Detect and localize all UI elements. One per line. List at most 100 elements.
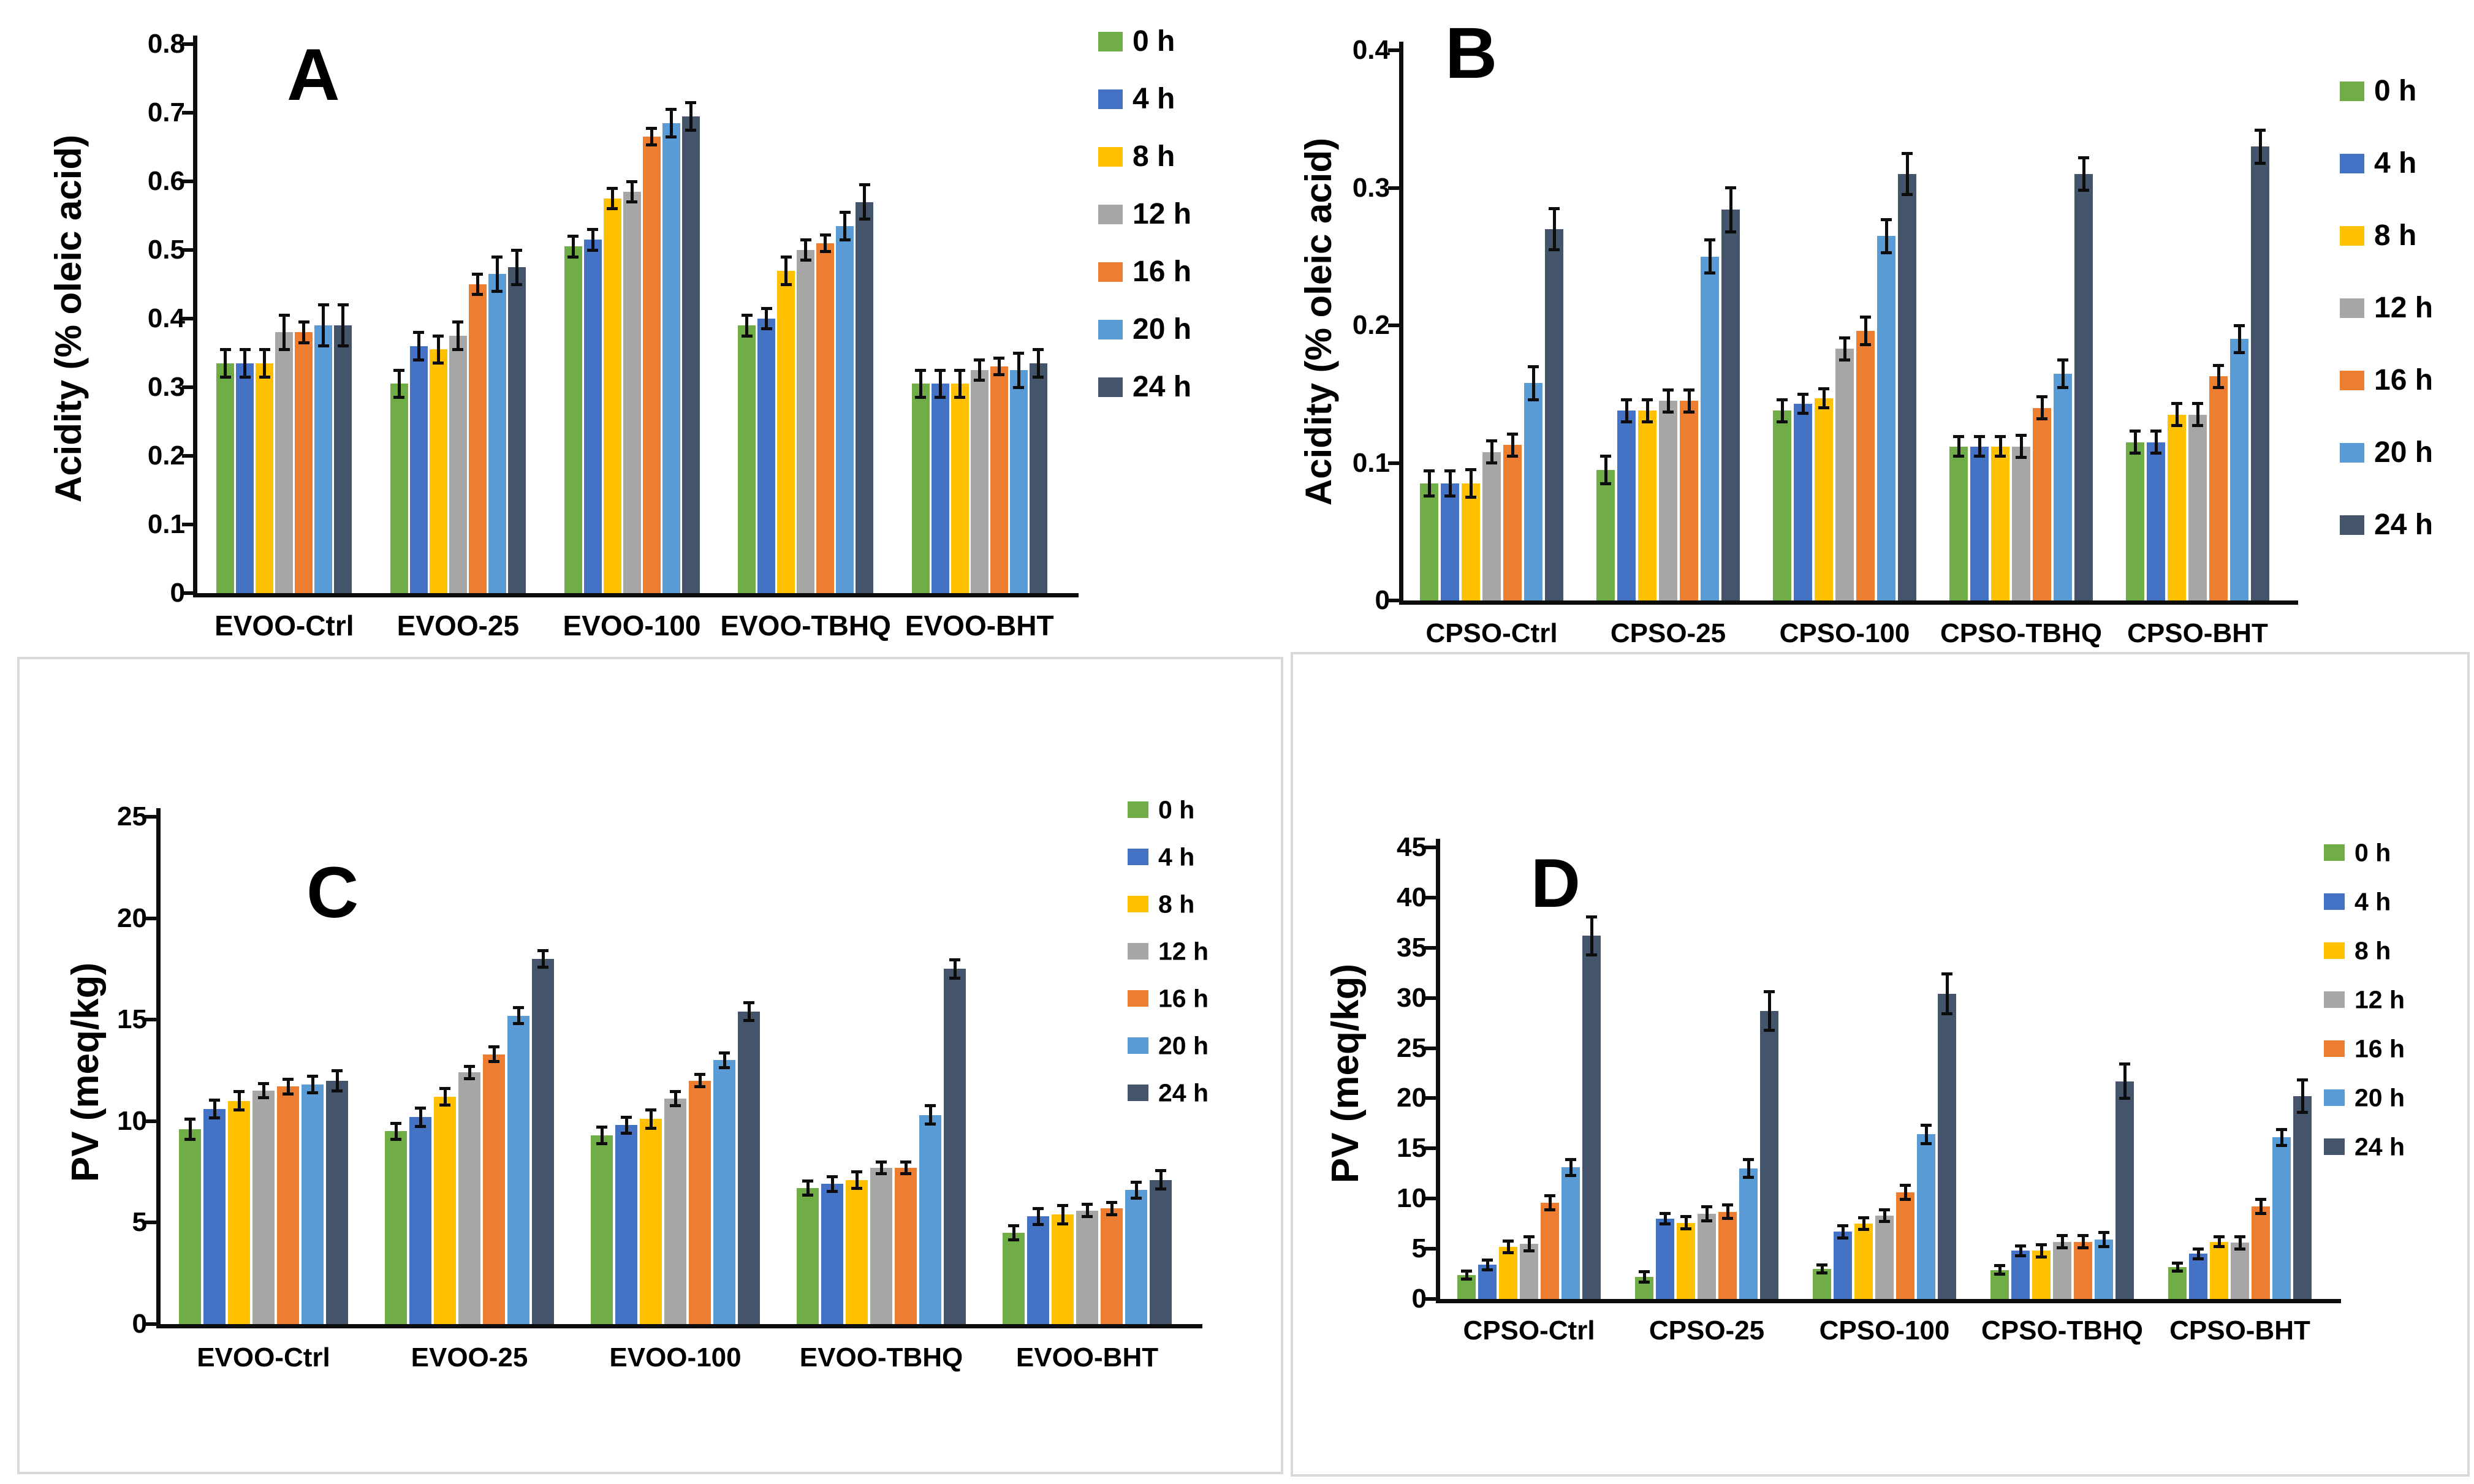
error-bar-line [1978,436,1981,456]
legend-swatch-20h [2324,1089,2345,1106]
y-tick-mark [182,42,193,46]
y-tick-mark [1425,1096,1436,1100]
y-tick-label: 20 [1397,1083,1427,1113]
bar-A-EVOO-BHT-8h [951,384,969,593]
legend-label-20h: 20 h [2354,1083,2405,1111]
bar-D-CPSO-Ctrl-24h [1582,936,1601,1299]
error-bar-cap-top [1680,1215,1691,1219]
bar-C-EVOO-25-24h [532,958,554,1324]
y-axis-title: PV (meq/kg) [64,962,107,1183]
bar-B-CPSO-25-4h [1617,411,1636,600]
legend-label-20h: 20 h [1158,1031,1209,1059]
error-bar-cap-top [1586,915,1597,918]
error-bar-cap-bottom [949,976,960,980]
legend-label-0h: 0 h [1158,795,1195,823]
y-tick-mark [1425,1146,1436,1151]
error-bar-cap-top [2255,128,2266,132]
x-category-label: EVOO-TBHQ [720,610,891,642]
legend-swatch-24h [1128,1085,1148,1101]
y-tick-mark [145,1221,156,1225]
error-bar-cap-top [1860,316,1871,319]
error-bar-cap-top [974,358,985,362]
error-bar-line [1905,153,1909,195]
y-axis-title: Acidity (% oleic acid) [48,134,89,503]
error-bar-cap-bottom [1523,1249,1535,1252]
error-bar-line [1998,1265,2002,1274]
error-bar-cap-bottom [719,1066,730,1069]
error-bar-cap-bottom [1725,230,1736,233]
error-bar-cap-bottom [1974,454,1985,458]
error-bar-line [1506,1241,1510,1253]
error-bar-line [2082,157,2085,191]
error-bar-line [263,349,267,377]
error-bar-line [1159,1170,1163,1189]
bar-D-CPSO-TBHQ-20h [2095,1240,2113,1299]
error-bar-line [610,188,614,209]
bar-A-EVOO-100-20h [662,123,680,593]
bar-D-CPSO-25-8h [1677,1222,1695,1299]
error-bar-cap-top [278,313,290,317]
error-bar-cap-bottom [993,373,1005,377]
error-bar-cap-top [2214,1235,2225,1238]
y-tick-label: 0.4 [1352,35,1390,65]
error-bar-line [2019,1246,2022,1256]
error-bar-cap-bottom [2255,1212,2266,1216]
bar-A-EVOO-BHT-0h [911,384,930,593]
bar-C-EVOO-100-8h [640,1119,662,1324]
error-bar-cap-bottom [278,347,290,351]
error-bar-cap-top [1523,1235,1535,1238]
y-tick-mark [145,1018,156,1022]
error-bar-cap-bottom [1057,1222,1068,1225]
error-bar-cap-bottom [839,238,851,241]
error-bar-cap-bottom [1033,375,1044,379]
error-bar-cap-top [719,1051,730,1055]
bar-B-CPSO-Ctrl-4h [1441,483,1459,600]
bar-C-EVOO-100-16h [689,1080,711,1324]
error-bar-cap-top [780,255,792,259]
error-bar-line [417,332,420,360]
error-bar-cap-bottom [298,341,309,344]
error-bar-line [213,1100,216,1118]
error-bar-line [804,240,808,260]
error-bar-cap-bottom [1860,343,1871,346]
error-bar-cap-bottom [2214,1245,2225,1249]
legend-swatch-12h [2340,298,2364,318]
y-tick-label: 25 [117,801,147,831]
error-bar-line [674,1091,677,1106]
y-tick-label: 0.2 [1352,310,1390,340]
bar-C-EVOO-BHT-20h [1125,1190,1147,1324]
error-bar-cap-bottom [1639,1280,1650,1284]
y-tick-label: 15 [1397,1133,1427,1164]
legend-label-4h: 4 h [1158,842,1195,871]
error-bar-cap-top [433,334,444,338]
error-bar-line [1841,1225,1845,1238]
error-bar-cap-bottom [670,1104,681,1108]
error-bar-line [397,370,401,398]
legend-swatch-0h [2340,81,2364,101]
error-bar-line [322,305,325,346]
x-category-label: CPSO-TBHQ [1940,618,2102,648]
error-bar-cap-top [2234,1235,2245,1238]
error-bar-cap-top [393,368,405,372]
error-bar-line [650,128,653,145]
legend-label-8h: 8 h [1133,140,1175,173]
bar-B-CPSO-100-12h [1835,349,1854,600]
error-bar-line [517,1007,520,1024]
error-bar-cap-top [1544,1194,1555,1197]
error-bar-cap-bottom [1549,248,1560,252]
error-bar-line [1883,1210,1886,1222]
y-tick-mark [1388,599,1399,602]
bar-A-EVOO-Ctrl-16h [295,332,313,593]
bar-B-CPSO-Ctrl-16h [1503,445,1522,600]
bar-A-EVOO-Ctrl-4h [236,363,254,593]
legend-swatch-4h [2324,893,2345,910]
y-tick-label: 0.2 [147,441,185,471]
error-bar-cap-top [513,1005,524,1009]
legend-swatch-20h [2340,443,2364,463]
legend-swatch-16h [2340,371,2364,390]
error-bar-line [843,212,847,240]
panel-d-border-box [1291,652,2470,1477]
error-bar-cap-bottom [337,344,349,348]
legend-label-4h: 4 h [2354,887,2391,915]
error-bar-cap-top [2098,1231,2109,1235]
